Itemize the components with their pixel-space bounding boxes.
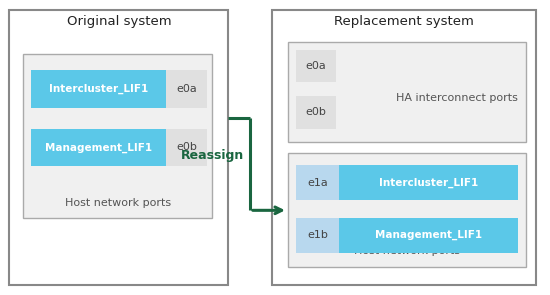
Text: e0a: e0a (176, 84, 197, 94)
Bar (166, 129, 207, 166)
Text: e0a: e0a (306, 61, 327, 71)
Text: e0b: e0b (306, 107, 327, 117)
Text: Replacement system: Replacement system (334, 15, 474, 28)
Bar (296, 50, 337, 82)
Bar (272, 10, 536, 285)
Text: e1a: e1a (307, 178, 328, 188)
Text: Intercluster_LIF1: Intercluster_LIF1 (49, 84, 148, 94)
Bar (296, 96, 337, 129)
Bar (31, 70, 166, 108)
Text: HA interconnect ports: HA interconnect ports (396, 93, 518, 103)
Text: Management_LIF1: Management_LIF1 (375, 230, 482, 240)
Bar (339, 165, 518, 200)
Bar (296, 165, 339, 200)
Bar (339, 218, 518, 253)
Text: e1b: e1b (307, 230, 328, 240)
Bar (23, 54, 212, 218)
Text: Management_LIF1: Management_LIF1 (45, 142, 152, 153)
Text: Intercluster_LIF1: Intercluster_LIF1 (379, 177, 478, 188)
Bar (31, 129, 166, 166)
Bar (288, 42, 526, 142)
Bar (166, 70, 207, 108)
Bar (296, 218, 339, 253)
Text: Reassign: Reassign (180, 149, 244, 162)
Text: e0b: e0b (176, 142, 197, 153)
Text: Host network ports: Host network ports (354, 246, 460, 256)
Text: Host network ports: Host network ports (64, 198, 170, 208)
Bar (288, 153, 526, 267)
Bar (9, 10, 228, 285)
Text: Original system: Original system (67, 15, 171, 28)
